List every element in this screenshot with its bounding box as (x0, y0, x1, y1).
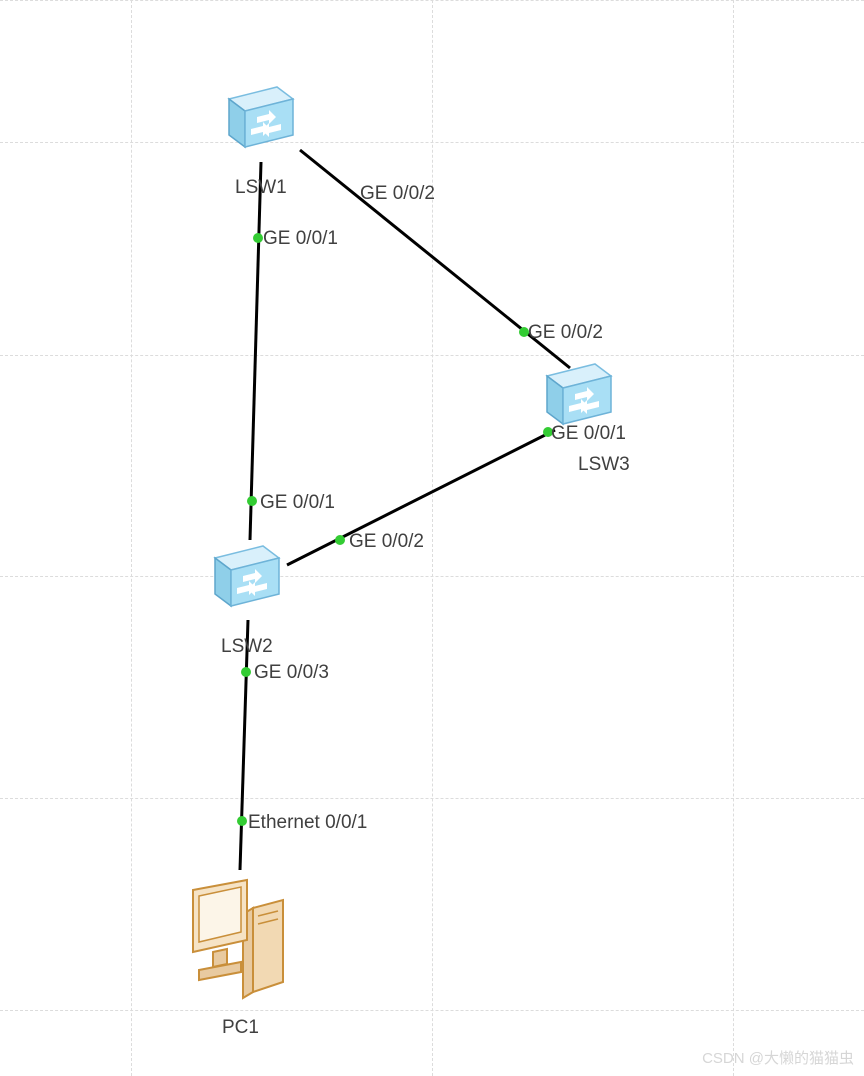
link-lsw1-lsw2[interactable] (250, 162, 261, 540)
node-label-lsw1: LSW1 (235, 177, 287, 199)
port-label: GE 0/0/2 (360, 183, 435, 205)
port-status-dot (335, 535, 345, 545)
port-status-dot (247, 496, 257, 506)
pc-node-pc1[interactable] (185, 872, 295, 1002)
watermark: CSDN @大懒的猫猫虫 (702, 1047, 854, 1068)
port-label: GE 0/0/2 (528, 322, 603, 344)
port-label: GE 0/0/1 (260, 492, 335, 514)
switch-node-lsw1[interactable] (221, 79, 301, 159)
port-label: GE 0/0/1 (263, 228, 338, 250)
port-status-dot (253, 233, 263, 243)
node-label-lsw3: LSW3 (578, 454, 630, 476)
port-label: GE 0/0/3 (254, 662, 329, 684)
node-label-lsw2: LSW2 (221, 636, 273, 658)
port-label: GE 0/0/2 (349, 531, 424, 553)
switch-node-lsw2[interactable] (207, 538, 287, 618)
port-status-dot (237, 816, 247, 826)
topology-canvas: GE 0/0/2GE 0/0/1GE 0/0/2GE 0/0/1GE 0/0/1… (0, 0, 864, 1076)
port-status-dot (241, 667, 251, 677)
links-layer (0, 0, 864, 1076)
node-label-pc1: PC1 (222, 1017, 259, 1039)
switch-node-lsw3[interactable] (539, 356, 619, 436)
port-label: Ethernet 0/0/1 (248, 812, 367, 834)
